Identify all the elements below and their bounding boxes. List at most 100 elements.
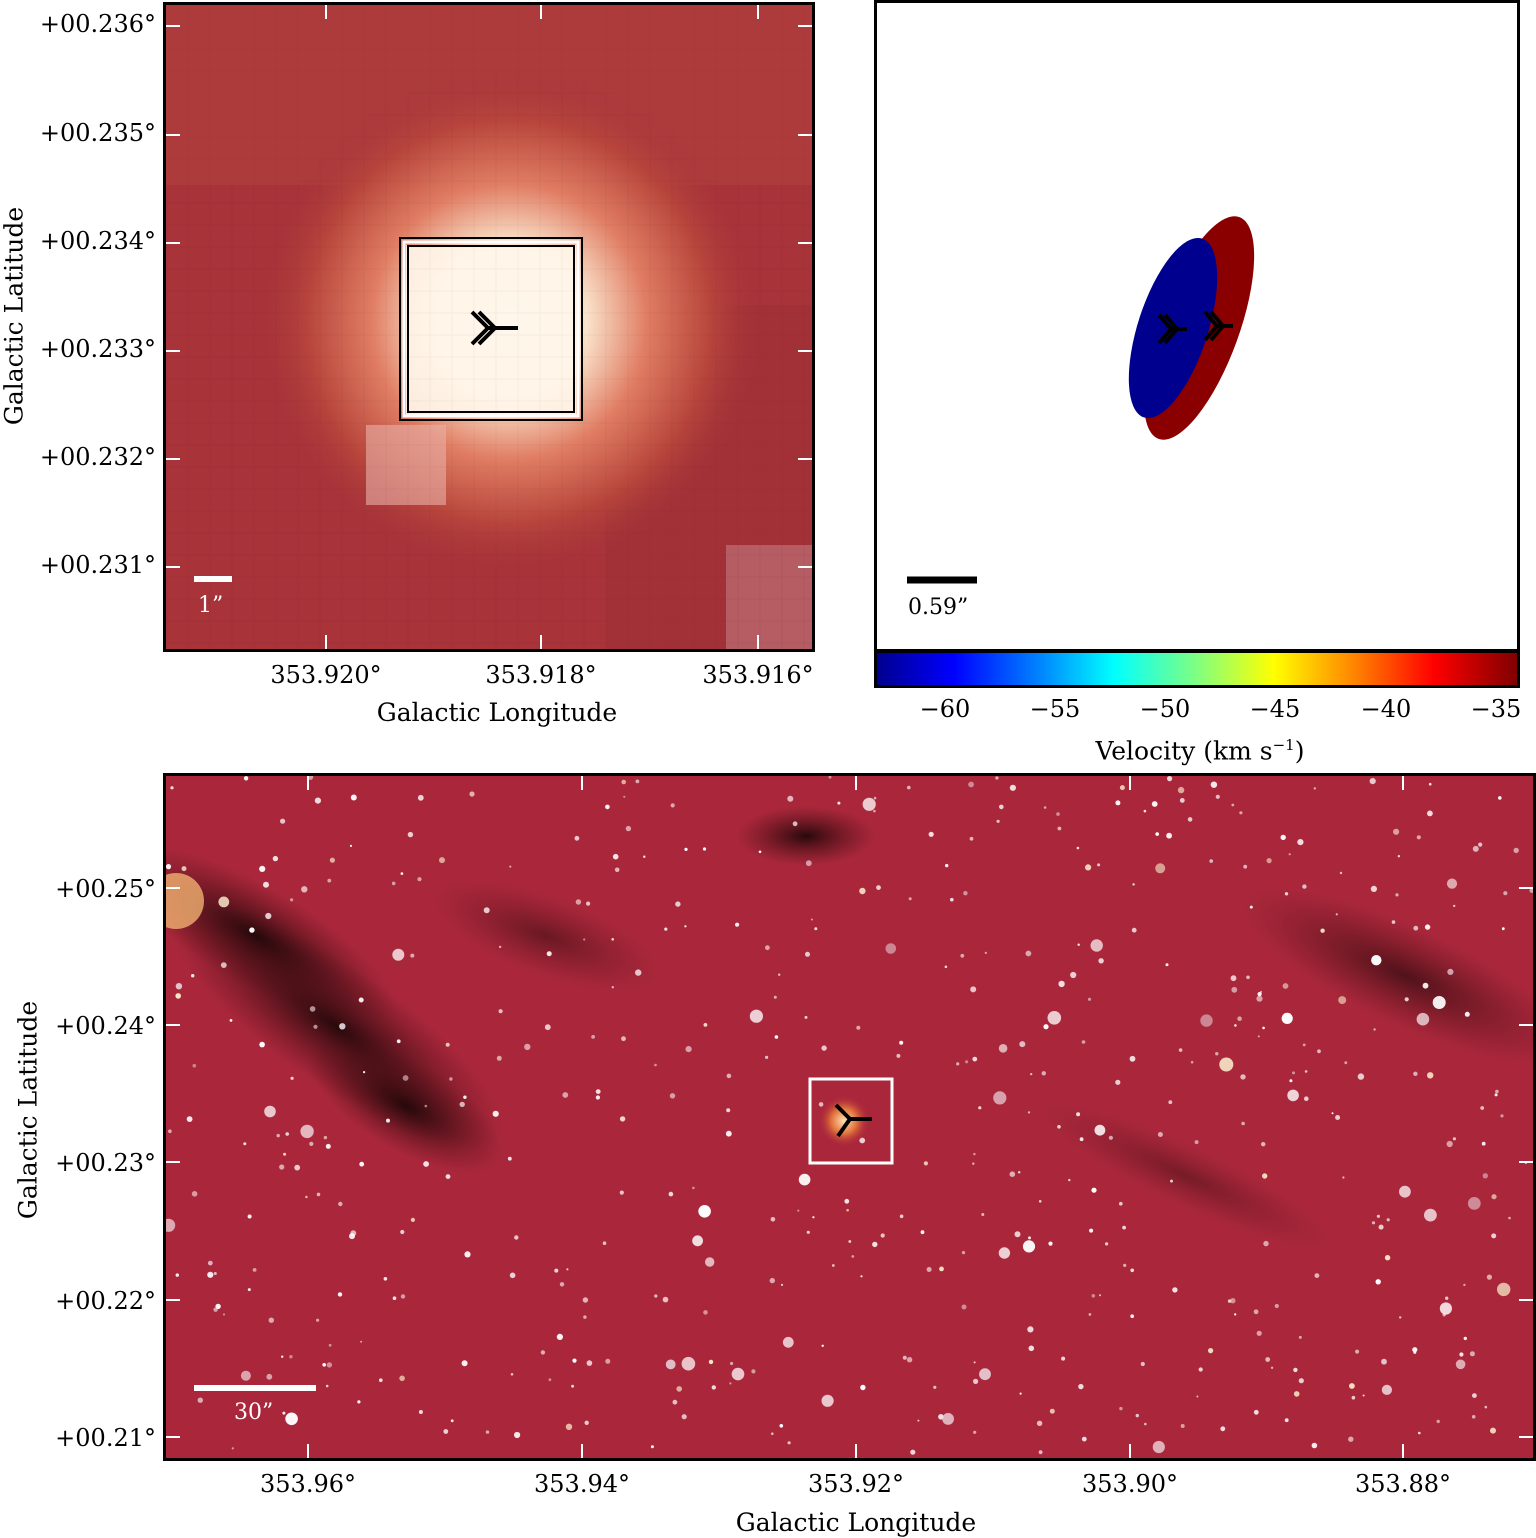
star <box>1399 1185 1411 1198</box>
star <box>821 1344 824 1347</box>
star <box>307 776 314 780</box>
star <box>418 1410 423 1414</box>
star <box>392 948 405 961</box>
star <box>1494 1093 1498 1097</box>
star <box>309 1141 314 1146</box>
star <box>1314 1273 1320 1278</box>
star <box>469 791 475 797</box>
colorbar-tick: −50 <box>1139 695 1191 723</box>
star <box>979 1368 991 1381</box>
star <box>1265 1357 1271 1362</box>
star <box>1260 990 1262 993</box>
star <box>635 779 640 784</box>
star <box>1491 1194 1497 1200</box>
star <box>213 1272 217 1275</box>
star <box>1293 1391 1300 1397</box>
star <box>1304 1070 1308 1073</box>
star <box>327 878 332 883</box>
star <box>281 1355 284 1358</box>
star <box>814 927 818 931</box>
y-tick-label: +00.23° <box>55 1149 156 1177</box>
star <box>1119 785 1125 791</box>
star <box>285 1412 298 1426</box>
star <box>1220 1426 1226 1432</box>
star <box>1239 811 1243 815</box>
star <box>1395 893 1399 897</box>
star <box>283 1152 287 1156</box>
star <box>1289 1079 1293 1083</box>
star <box>492 1110 499 1117</box>
star <box>1123 1263 1127 1267</box>
star <box>970 986 977 993</box>
star <box>778 973 781 976</box>
star <box>383 1277 388 1281</box>
star <box>1397 855 1401 858</box>
star <box>1274 1303 1279 1309</box>
scale-bar-label: 0.59” <box>908 595 969 620</box>
star <box>751 1369 756 1374</box>
star <box>973 1378 979 1384</box>
star <box>1076 1112 1081 1117</box>
star <box>611 938 614 941</box>
star <box>1027 1326 1034 1333</box>
star <box>1266 858 1272 864</box>
star <box>1165 963 1169 967</box>
star <box>249 927 255 933</box>
star <box>899 1214 904 1219</box>
star <box>965 1060 969 1064</box>
star <box>672 1399 678 1405</box>
star <box>350 1230 357 1237</box>
star <box>280 818 286 824</box>
star <box>300 1124 314 1139</box>
star <box>773 995 777 999</box>
star <box>1155 863 1166 874</box>
star <box>1481 1141 1486 1146</box>
star <box>218 896 230 908</box>
colorbar-tick: −60 <box>919 695 971 723</box>
star <box>831 1264 835 1267</box>
zoom-region-box <box>808 1077 894 1165</box>
source-marker-icon <box>470 310 518 346</box>
x-tick-label: 353.920° <box>270 661 382 689</box>
star <box>524 1043 531 1051</box>
star <box>514 1431 521 1439</box>
star <box>1447 968 1454 975</box>
star <box>798 1173 811 1186</box>
star <box>400 1294 406 1299</box>
star <box>1091 1187 1097 1193</box>
star <box>619 1190 624 1195</box>
star <box>1381 1384 1392 1395</box>
star <box>316 1192 321 1197</box>
star <box>410 953 415 958</box>
star <box>749 1009 764 1023</box>
star <box>703 1310 708 1315</box>
x-tick-label: 353.96° <box>260 1470 356 1498</box>
star <box>1349 1383 1355 1389</box>
star <box>1230 1298 1236 1304</box>
star <box>565 1423 573 1430</box>
star <box>942 1413 954 1425</box>
star <box>496 1055 502 1061</box>
star <box>498 945 502 949</box>
star <box>625 825 632 832</box>
star <box>1297 839 1304 846</box>
star <box>1144 1422 1147 1426</box>
star <box>285 1132 289 1136</box>
star <box>207 1271 214 1278</box>
star <box>338 1201 343 1207</box>
star <box>566 1268 569 1271</box>
star <box>166 1218 176 1232</box>
star <box>325 1384 329 1388</box>
star <box>1187 817 1193 822</box>
x-axis-label: Galactic Longitude <box>376 698 618 727</box>
star <box>1302 1043 1306 1047</box>
blue-marker-icon <box>1157 313 1187 345</box>
star <box>399 1375 405 1382</box>
star <box>1200 1014 1213 1027</box>
star <box>1362 1394 1365 1397</box>
star <box>969 836 974 841</box>
star <box>554 1268 559 1273</box>
star <box>243 1142 247 1146</box>
colorbar-label-main: Velocity (km s <box>1095 736 1273 766</box>
star <box>1262 1173 1268 1179</box>
